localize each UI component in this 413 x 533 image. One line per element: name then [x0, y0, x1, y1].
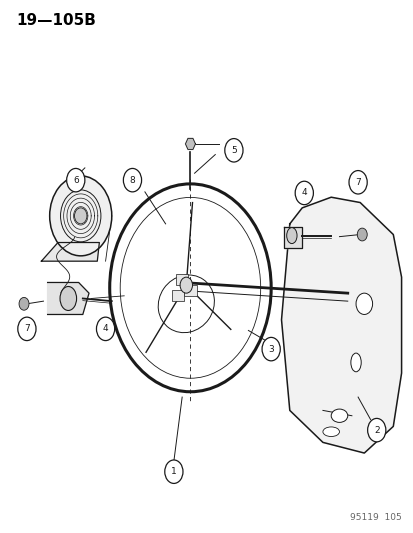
Polygon shape: [47, 282, 89, 314]
Circle shape: [96, 317, 114, 341]
Bar: [184, 285, 196, 296]
Polygon shape: [283, 227, 301, 248]
Text: 5: 5: [230, 146, 236, 155]
Circle shape: [18, 317, 36, 341]
Ellipse shape: [60, 287, 76, 310]
Text: 1: 1: [171, 467, 176, 476]
Text: 3: 3: [268, 345, 273, 353]
Circle shape: [74, 208, 87, 224]
Polygon shape: [185, 139, 195, 149]
Circle shape: [355, 293, 372, 314]
Circle shape: [224, 139, 242, 162]
Circle shape: [66, 168, 85, 192]
Polygon shape: [41, 243, 99, 261]
Circle shape: [356, 228, 366, 241]
Text: 8: 8: [129, 176, 135, 184]
Circle shape: [50, 176, 112, 256]
Circle shape: [348, 171, 366, 194]
Bar: [171, 290, 184, 301]
Text: 7: 7: [354, 178, 360, 187]
Text: 4: 4: [102, 325, 108, 333]
Text: 2: 2: [373, 426, 379, 434]
Circle shape: [164, 460, 183, 483]
Text: 19—105B: 19—105B: [17, 13, 96, 28]
Circle shape: [123, 168, 141, 192]
Circle shape: [19, 297, 29, 310]
Circle shape: [180, 277, 192, 293]
Ellipse shape: [350, 353, 360, 372]
Text: 95119  105: 95119 105: [349, 513, 401, 522]
Circle shape: [261, 337, 280, 361]
Polygon shape: [281, 197, 401, 453]
Circle shape: [294, 181, 313, 205]
Ellipse shape: [286, 228, 297, 244]
Ellipse shape: [322, 427, 339, 437]
Circle shape: [367, 418, 385, 442]
Text: 6: 6: [73, 176, 78, 184]
Ellipse shape: [330, 409, 347, 422]
Text: 4: 4: [301, 189, 306, 197]
Bar: [176, 274, 188, 285]
Text: 7: 7: [24, 325, 30, 333]
